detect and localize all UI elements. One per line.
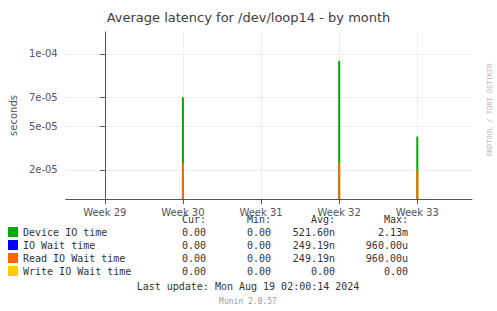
svg-text:0.00: 0.00 [247,227,271,238]
svg-text:Last update: Mon Aug 19 02:00:: Last update: Mon Aug 19 02:00:14 2024 [137,281,360,292]
svg-text:Week 33: Week 33 [396,207,439,218]
svg-text:960.00u: 960.00u [366,240,408,251]
svg-text:249.19n: 249.19n [293,253,335,264]
svg-text:0.00: 0.00 [182,253,206,264]
svg-text:Write IO Wait time: Write IO Wait time [23,266,131,277]
svg-text:Device IO time: Device IO time [23,227,107,238]
svg-text:0.00: 0.00 [311,266,335,277]
svg-text:5e-05: 5e-05 [29,121,58,132]
svg-text:Munin 2.0.57: Munin 2.0.57 [219,297,277,306]
svg-text:Read IO Wait time: Read IO Wait time [23,253,125,264]
svg-text:Week 30: Week 30 [161,207,204,218]
svg-text:Cur:: Cur: [181,213,206,225]
svg-text:1e-04: 1e-04 [29,48,58,59]
svg-text:Week 32: Week 32 [318,207,361,218]
svg-text:0.00: 0.00 [182,240,206,251]
svg-text:0.00: 0.00 [247,253,271,264]
svg-text:249.19n: 249.19n [293,240,335,251]
svg-text:0.00: 0.00 [247,240,271,251]
svg-text:960.00u: 960.00u [366,253,408,264]
svg-text:0.00: 0.00 [182,227,206,238]
svg-text:IO Wait time: IO Wait time [23,240,95,251]
svg-text:7e-05: 7e-05 [29,92,58,103]
svg-text:Max:: Max: [383,213,408,225]
svg-text:0.00: 0.00 [247,266,271,277]
svg-text:Week 31: Week 31 [239,207,282,218]
svg-text:2e-05: 2e-05 [29,164,58,175]
svg-text:2.13m: 2.13m [378,227,408,238]
svg-text:seconds: seconds [8,95,19,136]
svg-text:0.00: 0.00 [182,266,206,277]
svg-text:Week 29: Week 29 [83,207,126,218]
svg-text:521.60n: 521.60n [293,227,335,238]
svg-text:0.00: 0.00 [384,266,408,277]
svg-text:Min:: Min: [246,213,271,225]
svg-text:RRDTOOL / TOBI OETIKER: RRDTOOL / TOBI OETIKER [486,63,494,157]
svg-text:Average latency for /dev/loop1: Average latency for /dev/loop14 - by mon… [107,10,391,25]
svg-text:Avg:: Avg: [310,213,335,225]
